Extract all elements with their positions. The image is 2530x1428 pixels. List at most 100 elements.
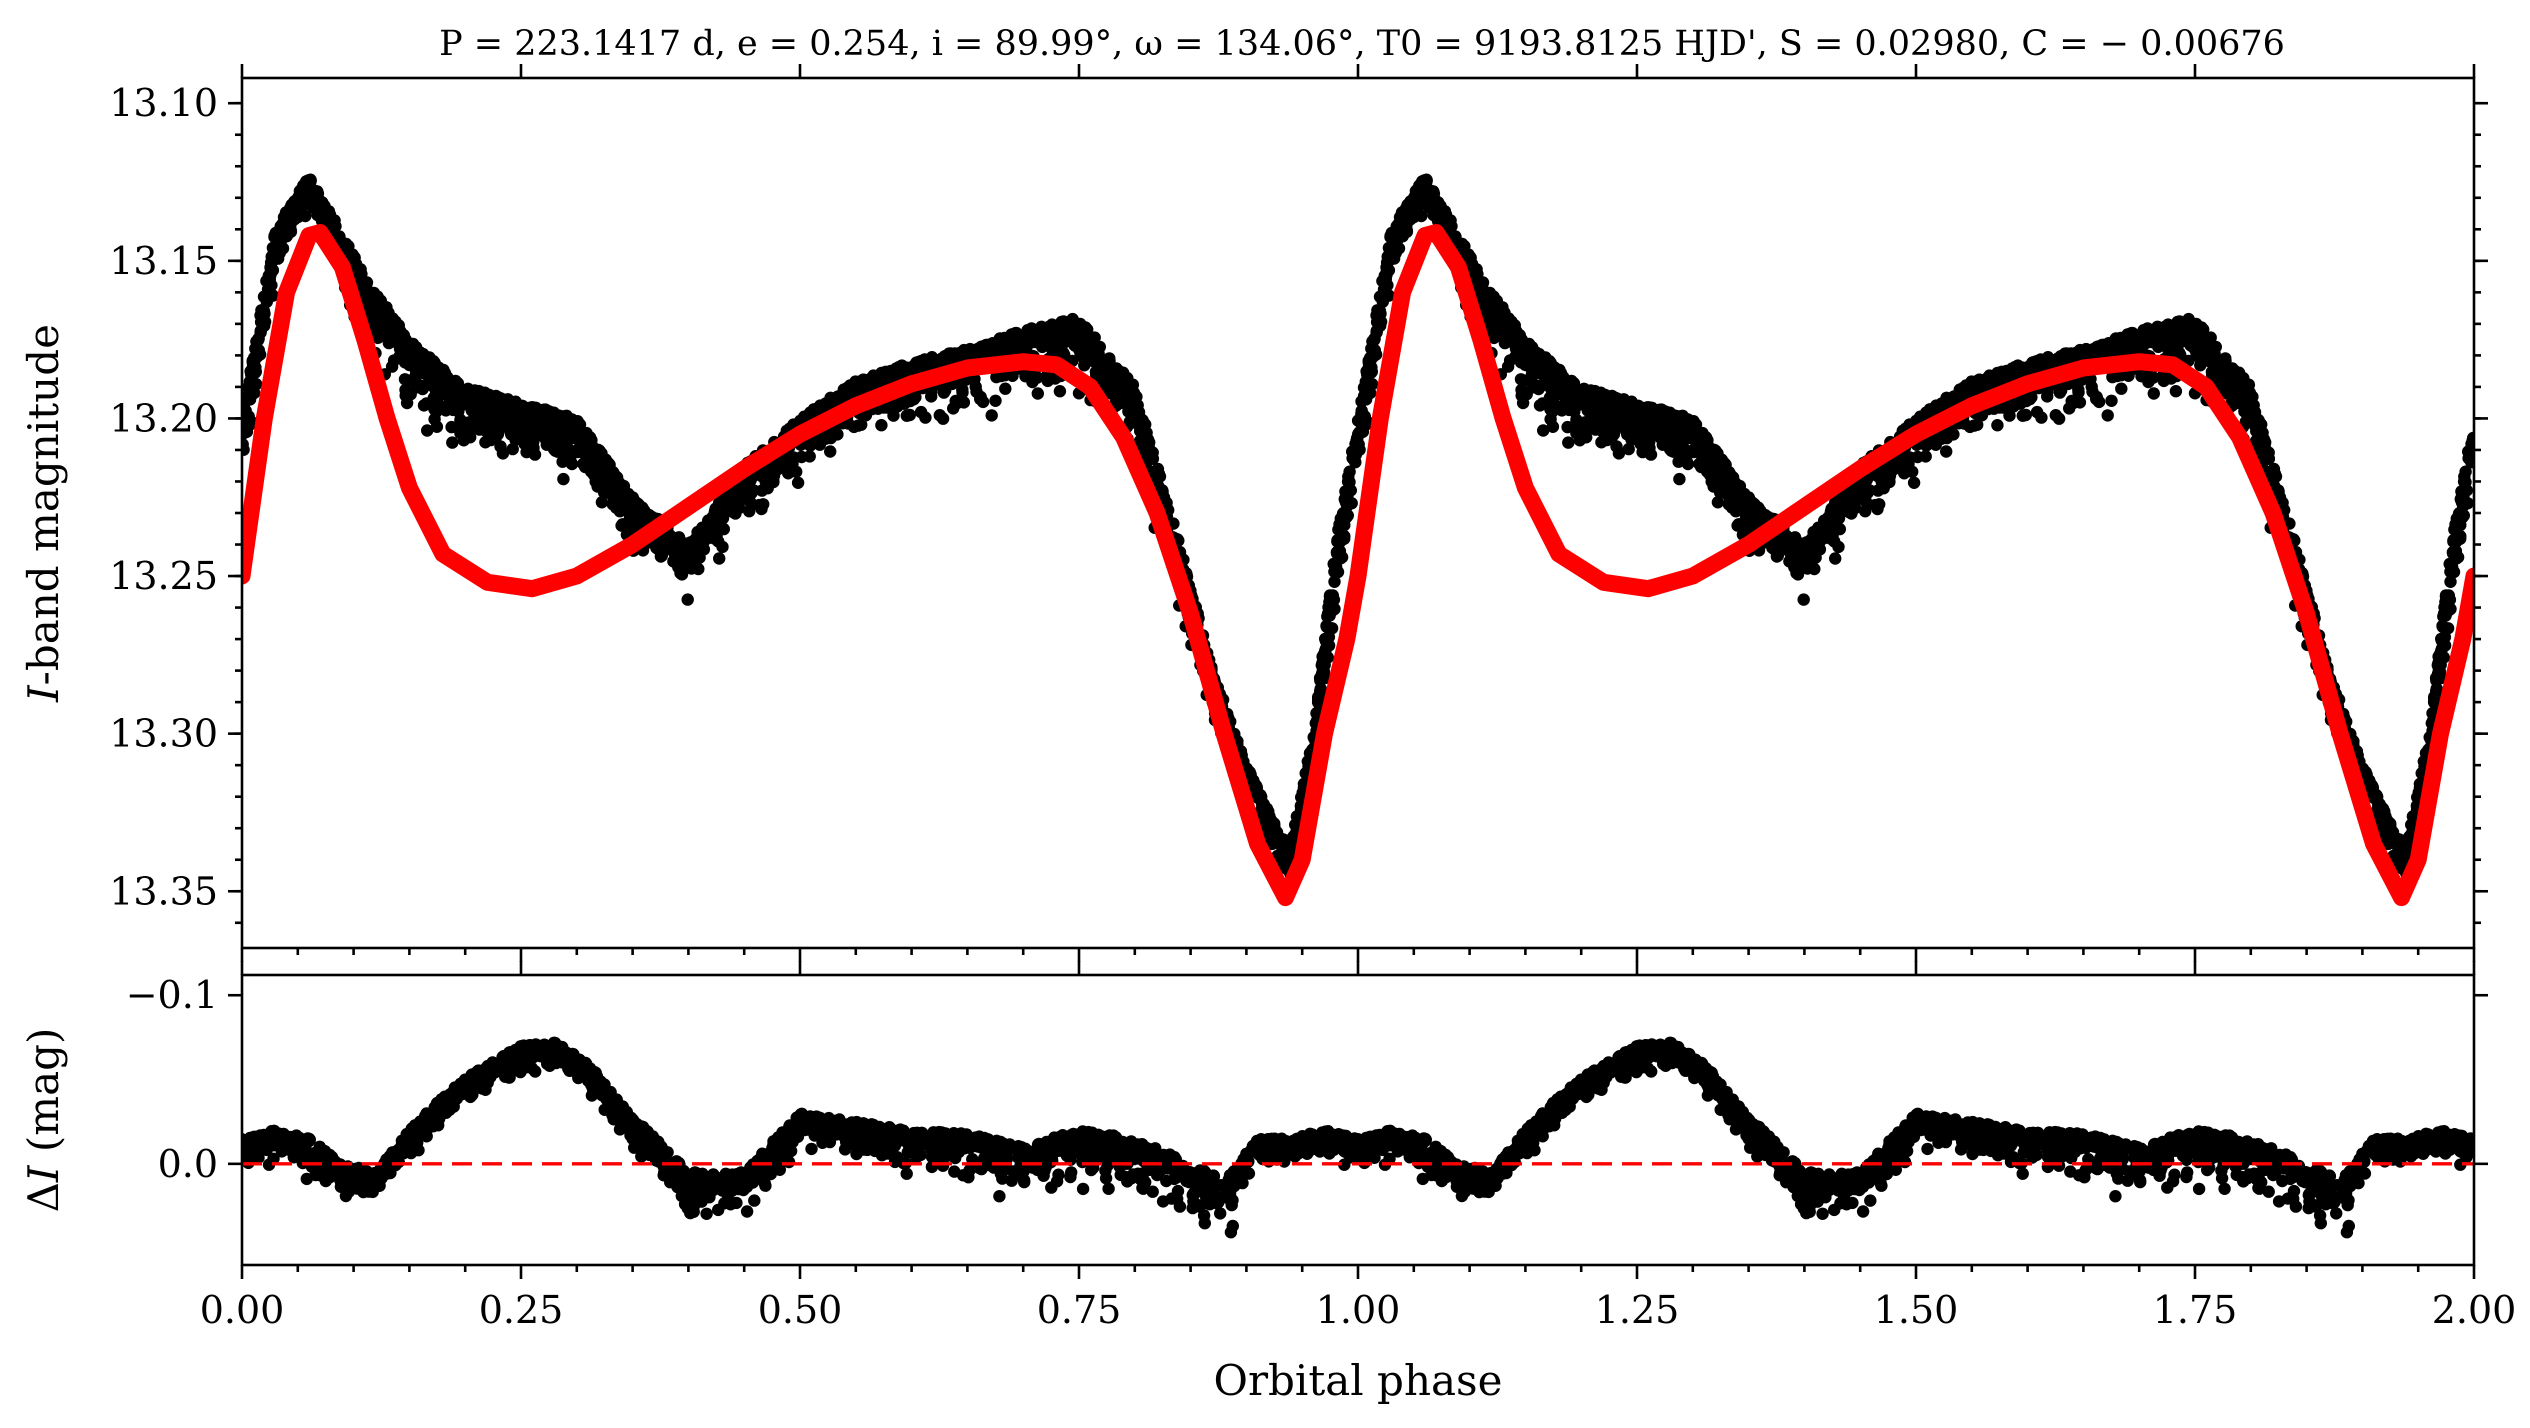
data-point [2249, 411, 2263, 425]
data-point [603, 466, 616, 479]
data-point [813, 438, 826, 451]
data-point [2436, 619, 2449, 633]
data-point [1355, 408, 1368, 421]
data-point [242, 408, 252, 421]
data-point [2378, 817, 2391, 830]
data-point [2085, 380, 2098, 393]
data-point [1907, 476, 1921, 489]
data-point [1546, 420, 1560, 433]
data-point [755, 502, 768, 516]
data-point [426, 396, 439, 409]
data-point [1588, 395, 1601, 409]
data-point [1084, 332, 1098, 345]
data-point [1711, 496, 1725, 509]
data-point [1619, 424, 1633, 438]
data-point [985, 409, 998, 422]
data-point [571, 445, 584, 459]
data-point [910, 356, 923, 369]
data-point [1829, 552, 1842, 565]
data-point [491, 420, 505, 433]
data-point [2090, 392, 2103, 406]
data-point [557, 472, 570, 486]
data-point [363, 287, 376, 301]
data-point [367, 308, 381, 321]
data-point [1479, 287, 1492, 301]
data-point [1542, 373, 1556, 386]
data-point [936, 412, 950, 425]
data-point [1495, 325, 1508, 339]
data-point [246, 380, 259, 393]
data-point [969, 380, 982, 393]
data-point [824, 445, 837, 458]
data-point [1046, 342, 1059, 356]
data-point [1560, 384, 1573, 397]
data-point [875, 419, 888, 432]
data-point [2200, 332, 2214, 345]
data-point [1940, 431, 1954, 445]
data-point [1711, 447, 1724, 460]
data-point [1530, 350, 1543, 364]
data-point [1315, 659, 1329, 672]
data-point [1952, 391, 1965, 404]
data-point [649, 538, 662, 552]
data-point [702, 518, 716, 531]
data-point [1278, 839, 1291, 852]
data-point [2123, 327, 2136, 341]
data-point [1542, 396, 1555, 409]
data-point [2466, 436, 2474, 449]
data-point [1310, 707, 1323, 720]
data-point [1723, 480, 1736, 493]
data-point [2444, 565, 2457, 578]
data-point [360, 276, 374, 289]
data-point [1831, 508, 1845, 521]
data-point [529, 410, 542, 424]
data-point [1673, 472, 1686, 486]
data-point [480, 416, 494, 429]
data-point [380, 301, 393, 314]
data-point [577, 432, 591, 445]
data-point [252, 332, 265, 346]
data-point [812, 402, 825, 416]
data-point [1143, 436, 1156, 449]
data-point [595, 447, 608, 460]
data-point [999, 382, 1012, 395]
data-point [743, 505, 756, 518]
data-point [1262, 817, 1275, 830]
data-point [2058, 347, 2072, 360]
data-point [2430, 684, 2443, 697]
data-point [1601, 432, 1614, 445]
data-point [2162, 342, 2175, 356]
data-point [583, 454, 596, 467]
data-point [1797, 593, 1810, 606]
data-point [243, 393, 257, 406]
data-point [974, 392, 987, 406]
data-point [1818, 518, 1832, 531]
data-point [715, 508, 729, 521]
data-point [1928, 402, 1941, 416]
data-point [2115, 382, 2128, 395]
data-point [1713, 475, 1727, 489]
data-point [528, 448, 542, 461]
data-point [565, 457, 579, 471]
data-point [1991, 419, 2004, 432]
data-point [2063, 402, 2076, 415]
data-point [494, 440, 507, 453]
data-point [1622, 442, 1635, 456]
data-point [2439, 609, 2452, 622]
data-point [405, 340, 418, 353]
data-point [2455, 493, 2468, 507]
data-point [503, 424, 517, 438]
data-point [1320, 619, 1333, 633]
data-point [540, 438, 553, 451]
data-point [739, 488, 752, 502]
data-point [2041, 390, 2054, 403]
data-point [526, 433, 540, 447]
data-point [1328, 565, 1341, 578]
data-point [414, 350, 427, 364]
data-point [2276, 496, 2289, 509]
data-point [2157, 374, 2170, 388]
data-point [947, 402, 960, 415]
data-point [1515, 383, 1528, 397]
data-point [2225, 366, 2239, 379]
data-point [914, 405, 928, 419]
